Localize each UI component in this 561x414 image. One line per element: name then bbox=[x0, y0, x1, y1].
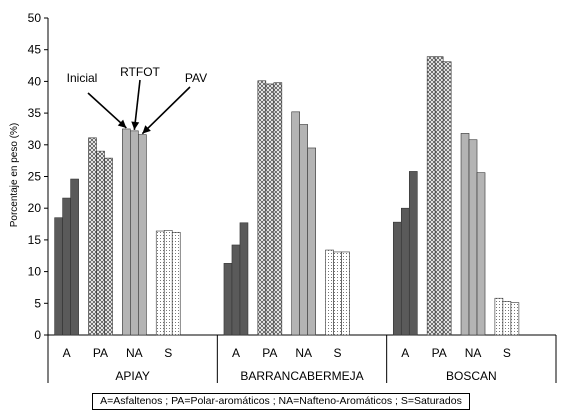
bar bbox=[155, 230, 165, 336]
bar bbox=[54, 217, 63, 336]
fraction-label: S bbox=[164, 346, 172, 360]
bar bbox=[307, 147, 316, 336]
bar bbox=[171, 231, 181, 336]
fraction-label: PA bbox=[262, 346, 277, 360]
group-label: BARRANCABERMEJA bbox=[240, 369, 363, 383]
bar bbox=[408, 171, 418, 336]
fraction-label: S bbox=[503, 346, 511, 360]
bar bbox=[502, 301, 512, 336]
y-axis-label: Porcentaje en peso (%) bbox=[9, 123, 20, 228]
axes: 0 5 10 15 20 25 30 35 40 45 50 APIAY A PA NA S BARRANCAB… bbox=[28, 11, 557, 383]
arrow-head bbox=[142, 125, 151, 134]
bar bbox=[231, 244, 241, 336]
bar bbox=[70, 178, 79, 336]
bar bbox=[138, 134, 147, 336]
bar bbox=[392, 221, 402, 336]
y-tick-label: 15 bbox=[28, 233, 42, 247]
annotation-label: RTFOT bbox=[120, 65, 160, 79]
y-tick-label: 10 bbox=[28, 265, 42, 279]
bar bbox=[325, 249, 334, 336]
annotation-label: Inicial bbox=[67, 71, 98, 85]
bar bbox=[88, 137, 97, 336]
arrow-head bbox=[117, 119, 127, 128]
y-tick-label: 35 bbox=[28, 106, 42, 120]
bar bbox=[468, 139, 478, 336]
bar bbox=[122, 128, 131, 336]
bar bbox=[400, 207, 410, 336]
bar bbox=[104, 157, 113, 336]
bar bbox=[265, 83, 275, 336]
y-tick-label: 5 bbox=[34, 296, 41, 310]
bar bbox=[96, 150, 105, 336]
group-label: APIAY bbox=[115, 369, 149, 383]
bar bbox=[273, 82, 283, 336]
annotations: Inicial RTFOT PAV bbox=[67, 65, 207, 135]
fraction-label: S bbox=[334, 346, 342, 360]
fraction-label: A bbox=[63, 346, 71, 360]
bar bbox=[460, 133, 470, 336]
bar bbox=[333, 251, 342, 336]
bars bbox=[54, 56, 520, 336]
y-tick-label: 20 bbox=[28, 201, 42, 215]
fraction-label: NA bbox=[295, 346, 312, 360]
legend-box: A=Asfaltenos ; PA=Polar-aromáticos ; NA=… bbox=[92, 393, 470, 410]
annotation-arrow bbox=[87, 92, 127, 129]
y-tick-label: 40 bbox=[28, 74, 42, 88]
arrow-head bbox=[131, 121, 140, 130]
bar bbox=[62, 197, 71, 336]
y-tick-label: 25 bbox=[28, 170, 42, 184]
bar bbox=[442, 61, 452, 336]
bar bbox=[239, 222, 249, 336]
bar bbox=[434, 56, 444, 336]
annotation-arrow bbox=[141, 86, 191, 135]
bar bbox=[257, 80, 267, 336]
fraction-label: PA bbox=[432, 346, 447, 360]
fraction-label: NA bbox=[465, 346, 482, 360]
bar bbox=[130, 130, 139, 336]
fraction-label: NA bbox=[126, 346, 143, 360]
bar bbox=[341, 251, 350, 336]
bar bbox=[163, 230, 173, 336]
bar bbox=[494, 297, 504, 336]
bar bbox=[426, 56, 436, 336]
bar bbox=[291, 111, 300, 336]
y-tick-label: 45 bbox=[28, 43, 42, 57]
annotation-label: PAV bbox=[185, 71, 207, 85]
y-tick-label: 0 bbox=[34, 328, 41, 342]
fraction-label: A bbox=[232, 346, 240, 360]
fraction-label: PA bbox=[93, 346, 108, 360]
group-label: BOSCAN bbox=[446, 369, 497, 383]
fraction-label: A bbox=[401, 346, 409, 360]
bar bbox=[299, 124, 308, 336]
annotation-arrow bbox=[133, 79, 141, 130]
bar bbox=[223, 263, 233, 336]
bar bbox=[476, 172, 486, 336]
bar bbox=[510, 302, 520, 336]
y-tick-label: 30 bbox=[28, 138, 42, 152]
y-tick-label: 50 bbox=[28, 11, 42, 25]
